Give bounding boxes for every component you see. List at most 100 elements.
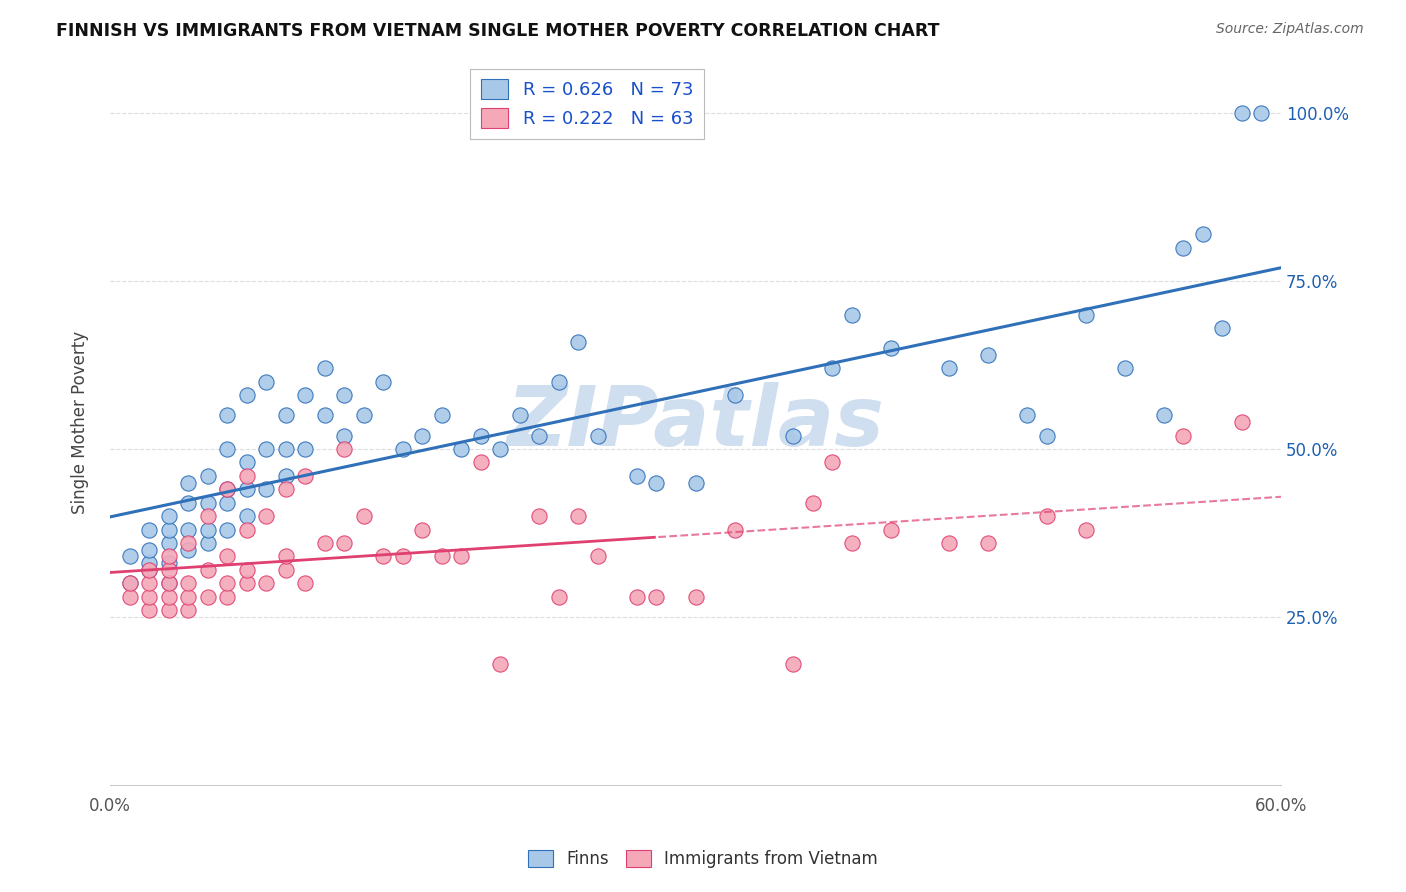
Point bbox=[138, 603, 160, 617]
Point bbox=[197, 509, 219, 524]
Point bbox=[373, 549, 395, 564]
Point bbox=[548, 590, 571, 604]
Point bbox=[138, 523, 160, 537]
Point bbox=[1211, 321, 1233, 335]
Point bbox=[411, 523, 433, 537]
Point bbox=[470, 428, 492, 442]
Point bbox=[254, 483, 277, 497]
Point bbox=[235, 509, 257, 524]
Point bbox=[118, 590, 141, 604]
Point bbox=[1192, 227, 1215, 242]
Point bbox=[626, 469, 648, 483]
Point bbox=[1230, 415, 1253, 429]
Point bbox=[177, 496, 200, 510]
Point bbox=[138, 590, 160, 604]
Point bbox=[274, 483, 297, 497]
Point bbox=[723, 523, 745, 537]
Point bbox=[586, 428, 609, 442]
Point bbox=[645, 590, 668, 604]
Point bbox=[411, 428, 433, 442]
Point bbox=[118, 549, 141, 564]
Point bbox=[586, 549, 609, 564]
Point bbox=[235, 388, 257, 402]
Point bbox=[217, 442, 239, 456]
Point bbox=[197, 496, 219, 510]
Legend: Finns, Immigrants from Vietnam: Finns, Immigrants from Vietnam bbox=[522, 843, 884, 875]
Point bbox=[645, 475, 668, 490]
Point bbox=[879, 523, 901, 537]
Point bbox=[294, 442, 316, 456]
Point bbox=[118, 576, 141, 591]
Point bbox=[685, 590, 707, 604]
Point bbox=[217, 576, 239, 591]
Point bbox=[723, 388, 745, 402]
Point bbox=[1036, 509, 1059, 524]
Point bbox=[118, 576, 141, 591]
Y-axis label: Single Mother Poverty: Single Mother Poverty bbox=[72, 331, 89, 514]
Text: FINNISH VS IMMIGRANTS FROM VIETNAM SINGLE MOTHER POVERTY CORRELATION CHART: FINNISH VS IMMIGRANTS FROM VIETNAM SINGL… bbox=[56, 22, 939, 40]
Point bbox=[1230, 106, 1253, 120]
Point bbox=[489, 442, 512, 456]
Point bbox=[254, 509, 277, 524]
Point bbox=[254, 576, 277, 591]
Point bbox=[138, 576, 160, 591]
Point bbox=[821, 455, 844, 469]
Point bbox=[217, 523, 239, 537]
Point bbox=[1036, 428, 1059, 442]
Point bbox=[235, 576, 257, 591]
Point bbox=[217, 496, 239, 510]
Point bbox=[235, 469, 257, 483]
Legend: R = 0.626   N = 73, R = 0.222   N = 63: R = 0.626 N = 73, R = 0.222 N = 63 bbox=[471, 69, 704, 139]
Point bbox=[373, 375, 395, 389]
Point bbox=[197, 590, 219, 604]
Point bbox=[235, 455, 257, 469]
Point bbox=[235, 483, 257, 497]
Point bbox=[157, 576, 180, 591]
Point bbox=[274, 442, 297, 456]
Point bbox=[333, 442, 356, 456]
Point bbox=[1074, 308, 1097, 322]
Point bbox=[333, 428, 356, 442]
Point bbox=[177, 603, 200, 617]
Point bbox=[548, 375, 571, 389]
Point bbox=[1173, 241, 1195, 255]
Point bbox=[197, 563, 219, 577]
Point bbox=[294, 388, 316, 402]
Point bbox=[430, 409, 453, 423]
Point bbox=[391, 549, 413, 564]
Point bbox=[177, 475, 200, 490]
Text: ZIPatlas: ZIPatlas bbox=[506, 382, 884, 463]
Point bbox=[1114, 361, 1136, 376]
Point bbox=[509, 409, 531, 423]
Point bbox=[177, 523, 200, 537]
Point bbox=[470, 455, 492, 469]
Point bbox=[1017, 409, 1039, 423]
Point bbox=[197, 523, 219, 537]
Point bbox=[314, 536, 336, 550]
Text: Source: ZipAtlas.com: Source: ZipAtlas.com bbox=[1216, 22, 1364, 37]
Point bbox=[782, 657, 804, 671]
Point bbox=[157, 576, 180, 591]
Point bbox=[138, 542, 160, 557]
Point bbox=[938, 536, 960, 550]
Point bbox=[274, 469, 297, 483]
Point bbox=[353, 409, 375, 423]
Point bbox=[801, 496, 824, 510]
Point bbox=[879, 341, 901, 355]
Point bbox=[235, 563, 257, 577]
Point bbox=[529, 428, 551, 442]
Point bbox=[274, 563, 297, 577]
Point bbox=[177, 576, 200, 591]
Point bbox=[254, 375, 277, 389]
Point bbox=[177, 590, 200, 604]
Point bbox=[314, 409, 336, 423]
Point bbox=[177, 536, 200, 550]
Point bbox=[157, 556, 180, 570]
Point bbox=[782, 428, 804, 442]
Point bbox=[450, 442, 472, 456]
Point bbox=[841, 536, 863, 550]
Point bbox=[157, 603, 180, 617]
Point bbox=[821, 361, 844, 376]
Point bbox=[294, 576, 316, 591]
Point bbox=[217, 590, 239, 604]
